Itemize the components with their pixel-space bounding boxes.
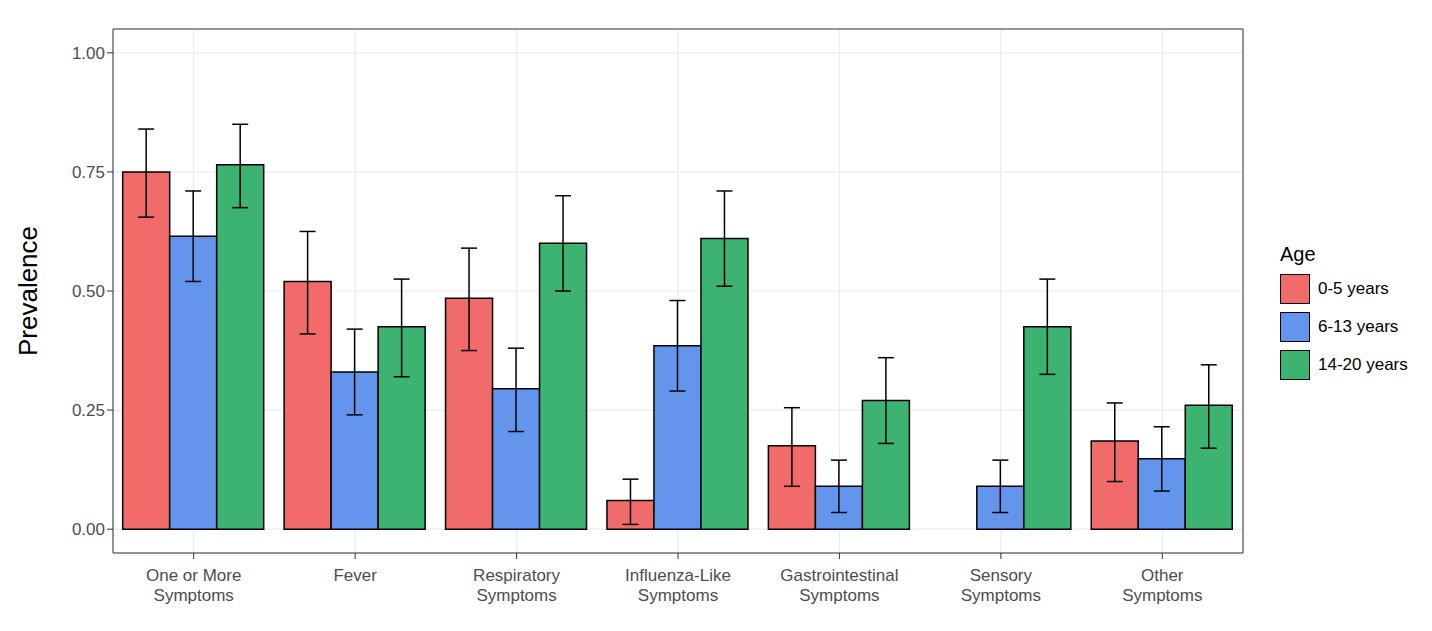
svg-text:Influenza-LikeSymptoms: Influenza-LikeSymptoms (625, 566, 731, 605)
html-text:Age: Age (1280, 243, 1316, 265)
svg-text:0.50: 0.50 (72, 282, 105, 301)
svg-text:0.75: 0.75 (72, 163, 105, 182)
svg-text:GastrointestinalSymptoms: GastrointestinalSymptoms (780, 566, 898, 605)
svg-text:1.00: 1.00 (72, 44, 105, 63)
svg-text:Prevalence: Prevalence (13, 226, 43, 356)
svg-text:RespiratorySymptoms: RespiratorySymptoms (473, 566, 560, 605)
html-text:0-5 years: 0-5 years (1318, 279, 1389, 298)
html-text:14-20 years: 14-20 years (1318, 355, 1408, 374)
svg-text:One or MoreSymptoms: One or MoreSymptoms (146, 566, 241, 605)
html-text:6-13 years: 6-13 years (1318, 317, 1399, 336)
svg-text:0.25: 0.25 (72, 401, 105, 420)
svg-text:OtherSymptoms: OtherSymptoms (1122, 566, 1202, 605)
svg-text:0.00: 0.00 (72, 520, 105, 539)
svg-text:SensorySymptoms: SensorySymptoms (961, 566, 1041, 605)
svg-text:Fever: Fever (333, 566, 377, 585)
